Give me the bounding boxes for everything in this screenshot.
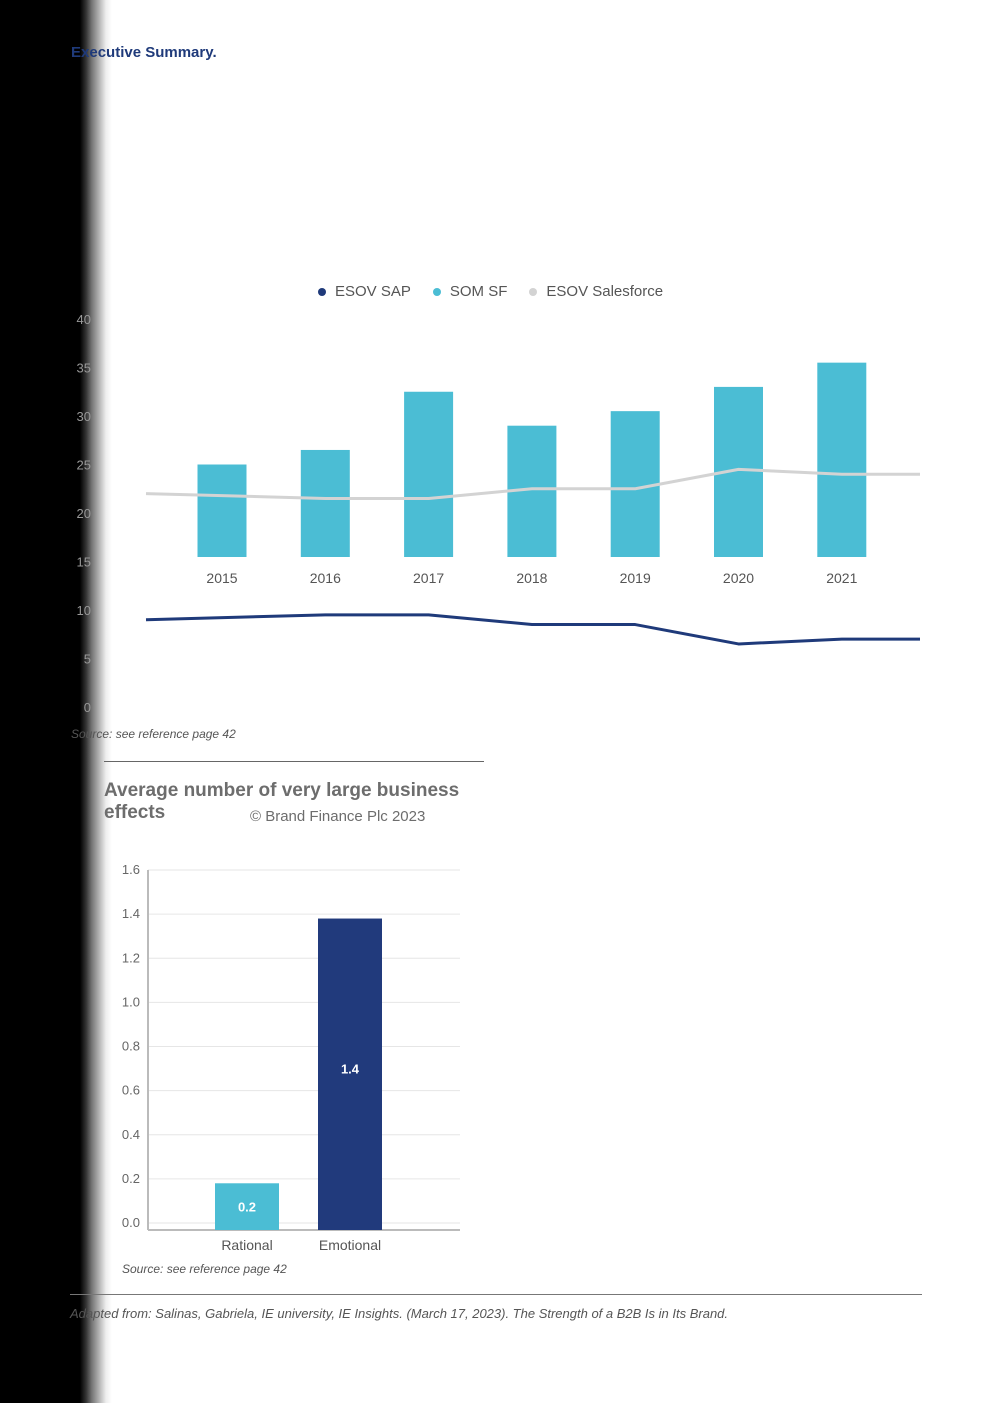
y-tick-label: 15	[77, 555, 91, 570]
chart2-copyright: © Brand Finance Plc 2023	[250, 808, 426, 825]
y-tick-label: 40	[77, 312, 91, 327]
legend-item-som-sf: SOM SF	[432, 283, 508, 300]
y-tick-label: 20	[77, 506, 91, 521]
y-tick-label: 35	[77, 361, 91, 376]
bar-som-sf	[610, 411, 660, 557]
x-tick-label: 2019	[620, 570, 651, 586]
legend-item-esov-salesforce: ESOV Salesforce	[529, 283, 663, 300]
data-label: 1.4	[341, 1062, 360, 1077]
legend-marker-esov-sap	[318, 287, 326, 296]
y-tick-label: 0.2	[122, 1171, 140, 1186]
legend-label-som-sf: SOM SF	[449, 283, 508, 300]
y-tick-label: 30	[77, 409, 91, 424]
bar-som-sf	[300, 449, 350, 557]
y-tick-label: 10	[77, 603, 91, 618]
share-of-voice-chart: 0 5 10 15 20 25 30 35 40 2015 2016 2017 2018 2019 2020…	[0, 270, 992, 720]
line-esov-salesforce	[145, 467, 920, 500]
business-effects-chart-svg: 0.0 0.2 0.4 0.6 0.8 1.0 1.2 1.4 1.6 0.2 Rational 1.…	[122, 862, 460, 1253]
chart2-source: Source: see reference page 42	[122, 1262, 287, 1276]
y-tick-label: 0	[84, 700, 91, 715]
y-tick-label: 0.4	[122, 1127, 140, 1142]
y-tick-label: 0.8	[122, 1039, 140, 1054]
page-title: Executive Summary.	[71, 44, 217, 61]
x-tick-label: 2016	[310, 570, 341, 586]
x-tick-label: Emotional	[319, 1237, 381, 1253]
section-divider	[104, 761, 484, 762]
footer-note: Adapted from: Salinas, Gabriela, IE univ…	[70, 1306, 729, 1321]
x-tick-label: 2015	[206, 570, 237, 586]
x-tick-label: 2018	[516, 570, 547, 586]
line-esov-sap	[145, 613, 920, 646]
x-tick-label: 2020	[723, 570, 754, 586]
legend-marker-som-sf	[432, 287, 441, 296]
y-tick-label: 25	[77, 458, 91, 473]
bar-som-sf	[197, 464, 247, 557]
x-tick-label: Rational	[221, 1237, 272, 1253]
y-tick-label: 1.4	[122, 906, 140, 921]
share-of-voice-chart-svg: 0 5 10 15 20 25 30 35 40 2015 2016 2017 2018 2019 2020…	[77, 312, 920, 715]
y-tick-label: 1.2	[122, 950, 140, 965]
x-tick-label: 2021	[826, 570, 857, 586]
y-tick-label: 0.6	[122, 1083, 140, 1098]
legend-label-esov-sap: ESOV SAP	[335, 283, 411, 300]
legend-label-esov-salesforce: ESOV Salesforce	[546, 283, 664, 300]
business-effects-chart: 0.0 0.2 0.4 0.6 0.8 1.0 1.2 1.4 1.6 0.2 Rational 1.…	[100, 855, 480, 1265]
bar-som-sf	[404, 391, 454, 557]
chart1-legend: ESOV SAP SOM SF ESOV Salesforce	[318, 283, 663, 300]
bar-rational	[215, 1183, 279, 1230]
bar-som-sf	[817, 362, 867, 557]
x-tick-label: 2017	[413, 570, 444, 586]
legend-item-esov-sap: ESOV SAP	[318, 283, 411, 300]
chart2-title: Average number of very large business ef…	[104, 780, 460, 823]
y-tick-label: 5	[84, 652, 91, 667]
bar-emotional	[318, 918, 382, 1230]
data-label: 0.2	[238, 1200, 256, 1215]
y-tick-label: 0.0	[122, 1215, 140, 1230]
chart1-source: Source: see reference page 42	[71, 727, 236, 741]
legend-marker-esov-salesforce	[529, 287, 538, 296]
y-tick-label: 1.0	[122, 994, 140, 1009]
footer-divider	[70, 1294, 922, 1295]
y-tick-label: 1.6	[122, 862, 140, 877]
page-edge-shadow	[0, 0, 112, 1403]
